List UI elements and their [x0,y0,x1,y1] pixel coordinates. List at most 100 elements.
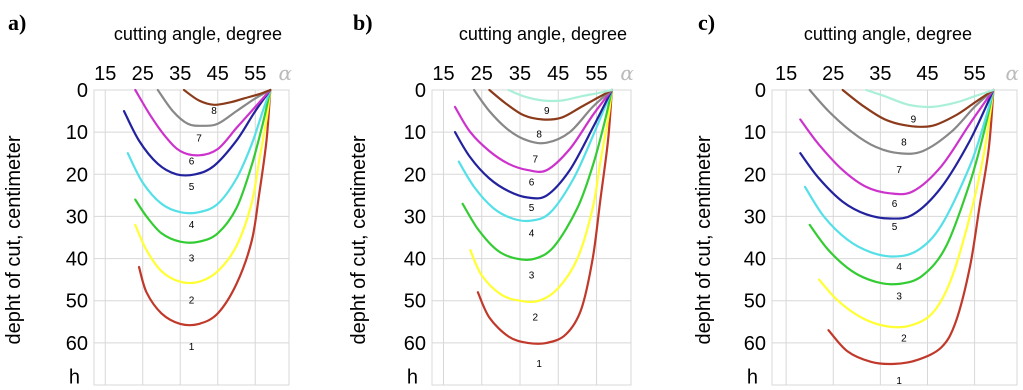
y-tick-label: 30 [66,206,88,228]
x-tick-label: 35 [169,63,191,85]
series-line-5 [453,88,613,200]
series-label-7: 7 [533,155,539,166]
series-label-9: 9 [911,115,917,126]
series-label-9: 9 [544,106,550,117]
y-tick-label: 0 [77,80,88,102]
x-axis-symbol: α [278,61,292,85]
y-axis-symbol: h [747,367,758,389]
y-tick-label: 40 [404,249,426,271]
series-line-2 [818,88,995,329]
series-label-7: 7 [196,133,202,144]
x-axis-title: cutting angle, degree [114,24,282,44]
series-label-4: 4 [189,220,195,231]
y-tick-label: 60 [66,333,88,355]
series-line-9 [507,88,613,103]
grid [771,89,1018,386]
panel-label: c) [698,10,715,35]
series-line-1 [827,88,995,366]
y-tick-label: 40 [66,249,88,271]
x-tick-label: 35 [869,63,891,85]
y-tick-label: 10 [404,122,426,144]
series-label-2: 2 [533,313,539,324]
series-line-1 [137,88,272,327]
x-tick-label: 55 [244,63,266,85]
grid [431,89,632,386]
y-tick-label: 10 [744,122,766,144]
y-axis-symbol: h [69,367,80,389]
y-tick-label: 20 [404,164,426,186]
x-tick-label: 55 [963,63,985,85]
series-label-8: 8 [211,106,217,117]
x-axis-symbol: α [620,61,634,85]
x-tick-label: 45 [547,63,569,85]
x-tick-label: 15 [432,63,454,85]
y-tick-label: 0 [415,80,426,102]
x-tick-label: 25 [132,63,154,85]
x-tick-label: 15 [775,63,797,85]
x-axis-title: cutting angle, degree [804,24,972,44]
series-label-6: 6 [892,199,898,210]
series-line-6 [453,88,613,174]
series-label-4: 4 [896,262,902,273]
series-line-4 [803,88,995,258]
y-axis-symbol: h [407,367,418,389]
series-line-7 [808,88,995,155]
series-label-1: 1 [896,376,902,387]
series-label-1: 1 [189,342,195,353]
series-label-6: 6 [529,178,535,189]
panel-label: b) [353,10,373,35]
series-label-1: 1 [536,359,542,370]
series-line-2 [134,88,272,285]
y-tick-label: 60 [744,333,766,355]
series-label-3: 3 [529,270,535,281]
y-tick-label: 50 [404,291,426,313]
y-tick-label: 30 [744,206,766,228]
series-label-5: 5 [529,203,535,214]
series-line-8 [182,88,272,106]
series-label-6: 6 [189,157,195,168]
x-tick-label: 45 [916,63,938,85]
series-line-9 [865,88,995,109]
x-axis-title: cutting angle, degree [459,24,627,44]
series-label-2: 2 [189,296,195,307]
panel-label: a) [8,10,26,35]
y-axis-title: depht of cut, centimeter [693,135,715,344]
y-tick-label: 60 [404,333,426,355]
series-line-1 [476,88,613,345]
y-tick-label: 20 [744,164,766,186]
series-line-3 [461,88,613,262]
y-axis-title: depht of cut, centimeter [3,135,25,344]
series-line-3 [808,88,995,286]
x-tick-label: 15 [94,63,116,85]
x-tick-label: 25 [822,63,844,85]
series-line-5 [799,88,995,220]
grid [93,89,290,386]
series-label-3: 3 [189,254,195,265]
series-line-8 [841,88,995,128]
series-label-8: 8 [536,129,542,140]
series-line-7 [473,88,613,145]
x-axis-symbol: α [1006,61,1020,85]
series-line-8 [488,88,613,121]
y-axis-title: depht of cut, centimeter [348,135,370,344]
y-tick-label: 40 [744,249,766,271]
x-tick-label: 25 [471,63,493,85]
series-label-2: 2 [901,334,907,345]
x-tick-label: 55 [585,63,607,85]
series-line-4 [457,88,613,223]
plot-frame [93,89,290,386]
x-tick-label: 45 [207,63,229,85]
y-tick-label: 50 [744,291,766,313]
series-label-3: 3 [896,292,902,303]
series-line-7 [156,88,272,127]
series-label-5: 5 [892,222,898,233]
series-line-2 [469,88,613,304]
series-label-7: 7 [896,165,902,176]
series-label-5: 5 [189,182,195,193]
y-tick-label: 0 [755,80,766,102]
series-line-6 [134,88,272,157]
y-tick-label: 50 [66,291,88,313]
